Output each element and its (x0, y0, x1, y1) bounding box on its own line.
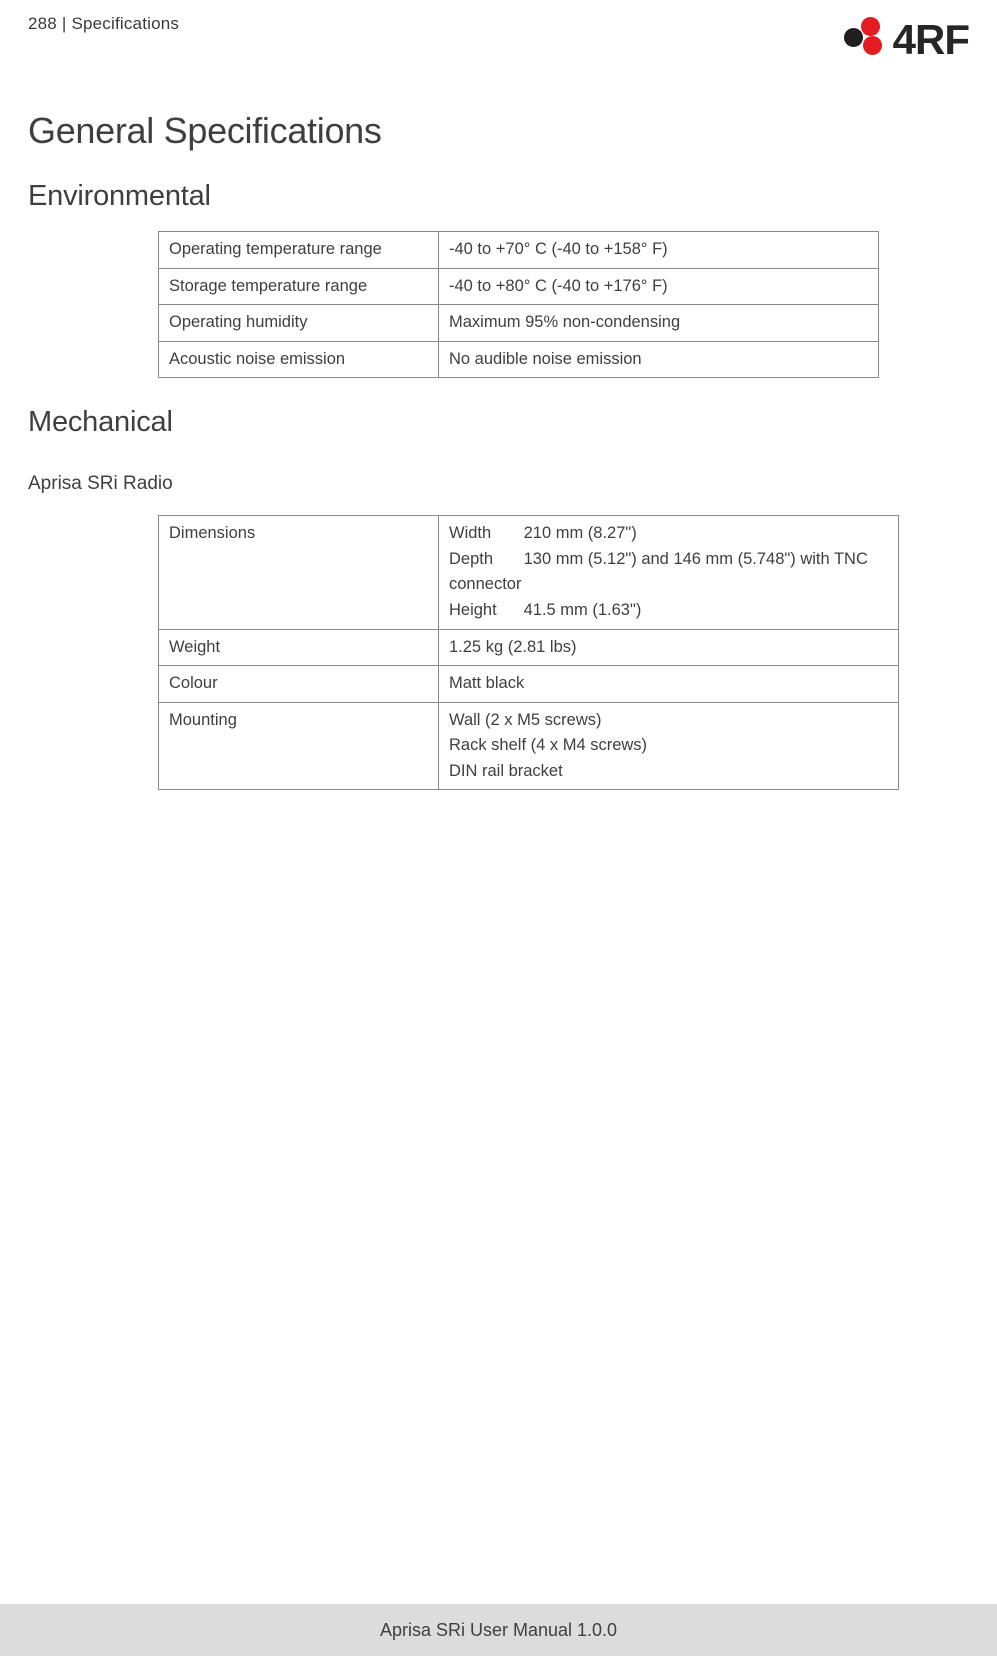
logo-text: 4RF (893, 16, 969, 64)
dimension-line: Depth 130 mm (5.12") and 146 mm (5.748")… (449, 547, 888, 598)
mechanical-table: Dimensions Width 210 mm (8.27") Depth 13… (158, 515, 899, 790)
spec-value: -40 to +80° C (-40 to +176° F) (439, 268, 879, 305)
environmental-table: Operating temperature range -40 to +70° … (158, 231, 879, 378)
spec-label: Weight (159, 629, 439, 666)
dim-key: Width (449, 521, 519, 547)
spec-label: Colour (159, 666, 439, 703)
logo-icon (839, 17, 887, 64)
spec-value: -40 to +70° C (-40 to +158° F) (439, 232, 879, 269)
spec-label: Acoustic noise emission (159, 341, 439, 378)
spec-value: No audible noise emission (439, 341, 879, 378)
mounting-line: Rack shelf (4 x M4 screws) (449, 733, 888, 759)
spec-value: Width 210 mm (8.27") Depth 130 mm (5.12"… (439, 516, 899, 629)
mechanical-heading: Mechanical (28, 406, 969, 439)
spec-value: Wall (2 x M5 screws) Rack shelf (4 x M4 … (439, 702, 899, 790)
mechanical-subheading: Aprisa SRi Radio (28, 473, 969, 495)
spec-value: Matt black (439, 666, 899, 703)
table-row: Dimensions Width 210 mm (8.27") Depth 13… (159, 516, 899, 629)
table-row: Mounting Wall (2 x M5 screws) Rack shelf… (159, 702, 899, 790)
spec-label: Mounting (159, 702, 439, 790)
dimension-line: Height 41.5 mm (1.63") (449, 598, 888, 624)
spec-value: 1.25 kg (2.81 lbs) (439, 629, 899, 666)
dim-val: 41.5 mm (1.63") (524, 601, 642, 619)
table-row: Weight 1.25 kg (2.81 lbs) (159, 629, 899, 666)
mounting-line: DIN rail bracket (449, 759, 888, 785)
table-row: Operating temperature range -40 to +70° … (159, 232, 879, 269)
dim-val: 210 mm (8.27") (524, 524, 637, 542)
page-header: 288 | Specifications 4RF (28, 0, 969, 64)
brand-logo: 4RF (839, 14, 969, 64)
table-row: Acoustic noise emission No audible noise… (159, 341, 879, 378)
table-row: Storage temperature range -40 to +80° C … (159, 268, 879, 305)
footer-text: Aprisa SRi User Manual 1.0.0 (380, 1620, 617, 1641)
environmental-heading: Environmental (28, 180, 969, 213)
spec-label: Dimensions (159, 516, 439, 629)
dim-key: Height (449, 598, 519, 624)
page-footer: Aprisa SRi User Manual 1.0.0 (0, 1604, 997, 1656)
header-section: Specifications (71, 14, 179, 33)
spec-value: Maximum 95% non-condensing (439, 305, 879, 342)
page-title: General Specifications (28, 110, 969, 152)
dim-key: Depth (449, 547, 519, 573)
table-row: Operating humidity Maximum 95% non-conde… (159, 305, 879, 342)
spec-label: Operating temperature range (159, 232, 439, 269)
page-number: 288 (28, 14, 57, 33)
page: 288 | Specifications 4RF General Specifi… (0, 0, 997, 1656)
header-left: 288 | Specifications (28, 14, 179, 34)
header-divider: | (57, 14, 71, 33)
dimension-line: Width 210 mm (8.27") (449, 521, 888, 547)
table-row: Colour Matt black (159, 666, 899, 703)
spec-label: Operating humidity (159, 305, 439, 342)
spec-label: Storage temperature range (159, 268, 439, 305)
mounting-line: Wall (2 x M5 screws) (449, 708, 888, 734)
